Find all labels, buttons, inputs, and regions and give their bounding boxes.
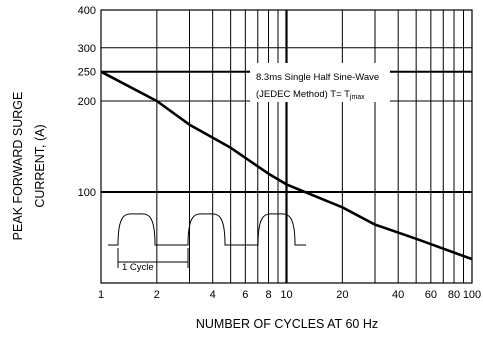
x-tick-label: 2 [154, 289, 160, 301]
x-tick-label: 4 [210, 289, 216, 301]
x-tick-label: 100 [463, 289, 481, 301]
y-axis-title-line2: CURRENT, (A) [33, 124, 47, 207]
y-tick-label: 200 [78, 96, 96, 108]
y-tick-label: 100 [78, 187, 96, 199]
x-tick-label: 8 [265, 289, 271, 301]
x-tick-label: 6 [242, 289, 248, 301]
y-tick-label: 300 [78, 43, 96, 55]
one-cycle-marker [117, 248, 189, 268]
condition-line2-main: (JEDEC Method) T= T [256, 89, 350, 100]
y-axis-title-line1: PEAK FORWARD SURGE [11, 92, 25, 241]
half-sine-waveform [108, 213, 306, 246]
condition-line1: 8.3ms Single Half Sine-Wave [256, 72, 379, 83]
y-tick-labels: 100 200 250 300 400 [78, 5, 96, 199]
one-cycle-label: 1 Cycle [122, 262, 154, 273]
x-tick-label: 1 [98, 289, 104, 301]
surge-current-curve [100, 70, 473, 261]
plot-frame [100, 9, 473, 284]
grid-lines [100, 9, 473, 283]
y-tick-label: 250 [78, 67, 96, 79]
x-tick-label: 20 [336, 289, 348, 301]
x-tick-label: 60 [425, 289, 437, 301]
x-tick-label: 80 [448, 289, 460, 301]
x-tick-labels: 1 2 4 6 8 10 20 40 60 80 100 [98, 289, 481, 301]
condition-line2: (JEDEC Method) T= Tjmax [256, 89, 365, 101]
x-tick-label: 10 [280, 289, 292, 301]
x-axis-title: NUMBER OF CYCLES AT 60 Hz [196, 317, 378, 331]
condition-box [250, 63, 390, 102]
y-tick-label: 400 [78, 5, 96, 17]
x-tick-label: 40 [392, 289, 404, 301]
condition-line2-subscript: jmax [349, 94, 365, 101]
